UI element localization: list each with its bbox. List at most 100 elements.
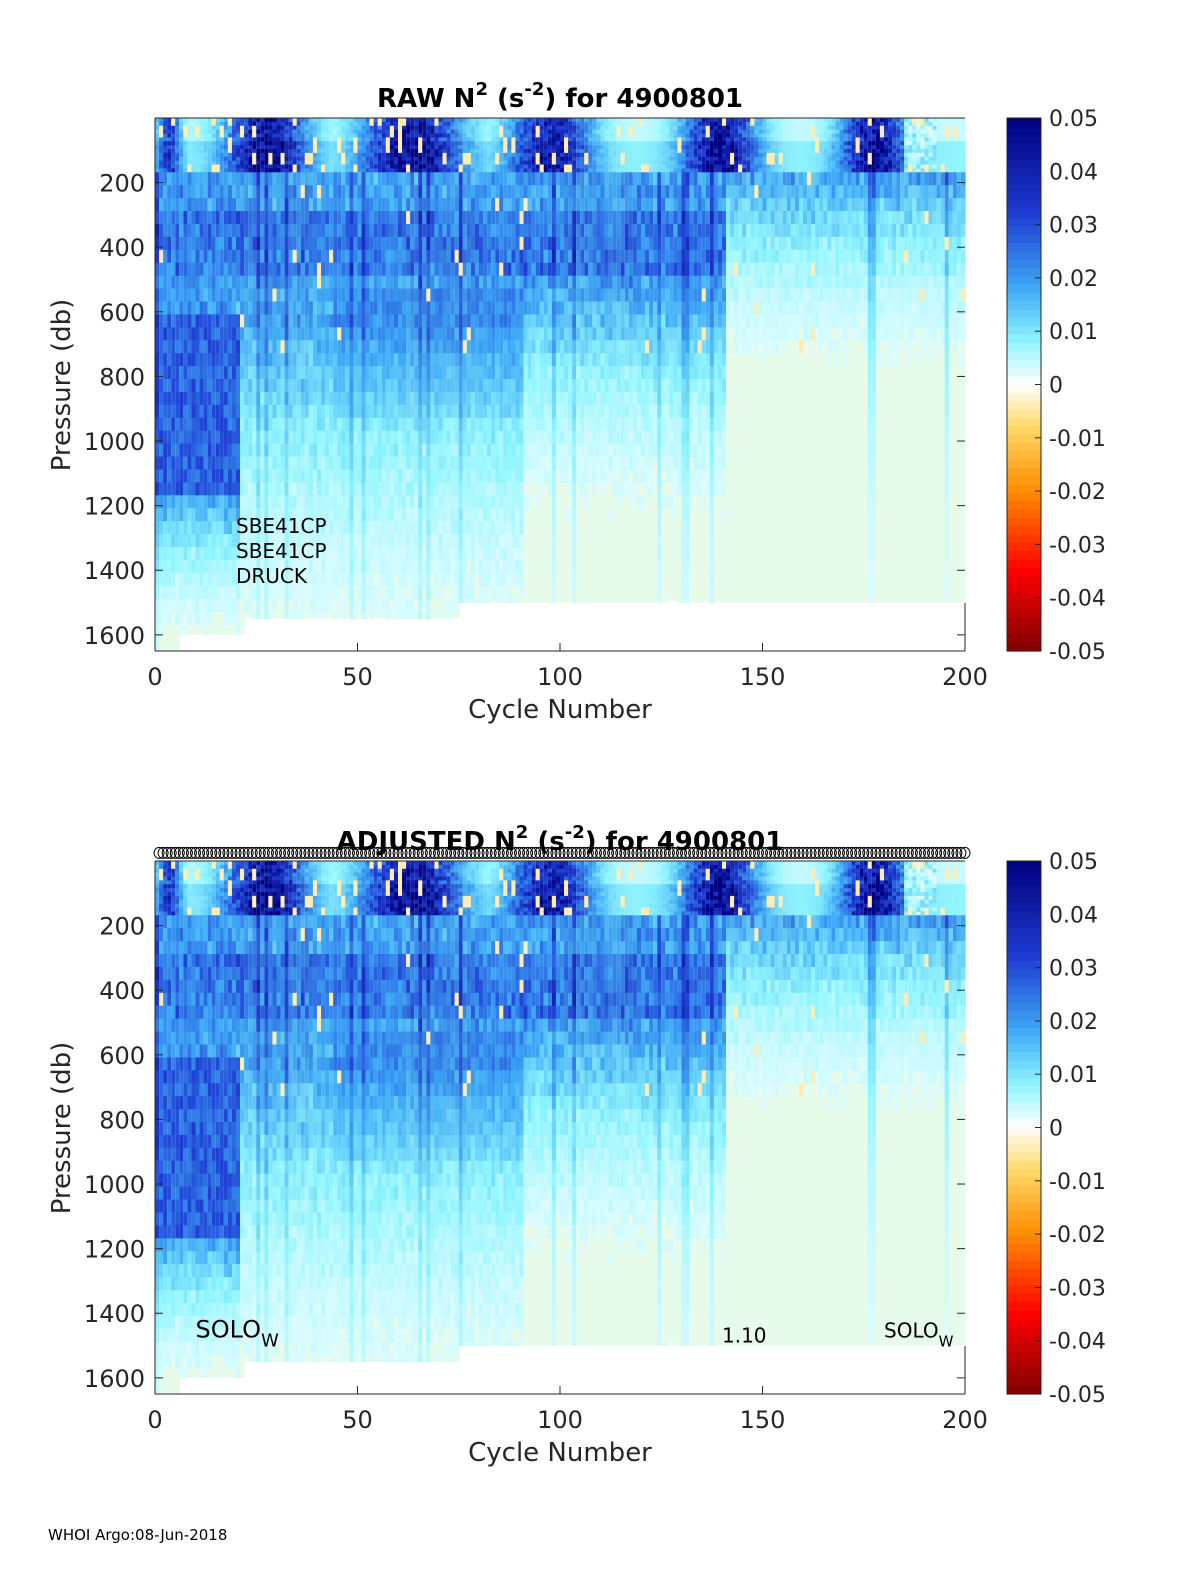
heatmap-cell [479, 585, 484, 600]
heatmap-cell [304, 141, 310, 146]
heatmap-cell [256, 275, 261, 290]
heatmap-cell [353, 546, 359, 561]
heatmap-cell [365, 164, 371, 169]
heatmap-cell [211, 141, 217, 146]
heatmap-cell [163, 469, 168, 483]
heatmap-cell [236, 366, 241, 380]
heatmap-cell [349, 156, 355, 162]
heatmap-cell [276, 572, 282, 587]
heatmap-cell [483, 456, 488, 471]
heatmap-cell [531, 314, 537, 328]
heatmap-cell [531, 156, 537, 162]
heatmap-cell [155, 164, 160, 169]
heatmap-cell [470, 164, 476, 169]
heatmap-cell [159, 125, 164, 131]
heatmap-cell [523, 145, 529, 150]
heatmap-cell [195, 164, 201, 169]
heatmap-cell [422, 469, 427, 483]
heatmap-cell [361, 164, 367, 169]
heatmap-cell [422, 121, 427, 127]
heatmap-cell [223, 152, 229, 158]
heatmap-cell [495, 262, 500, 277]
heatmap-cell [560, 379, 565, 393]
heatmap-cell [296, 118, 302, 123]
heatmap-cell [361, 391, 367, 406]
heatmap-cell [304, 133, 310, 138]
heatmap-cell [260, 152, 265, 158]
heatmap-cell [231, 262, 237, 277]
heatmap-cell [547, 456, 553, 471]
heatmap-cell [503, 133, 508, 138]
heatmap-cell [454, 249, 460, 264]
heatmap-cell [171, 125, 176, 131]
heatmap-cell [462, 353, 468, 367]
heatmap-cell [381, 137, 387, 142]
heatmap-cell [381, 133, 387, 138]
heatmap-cell [564, 249, 569, 264]
heatmap-cell [499, 456, 504, 471]
heatmap-cell [244, 598, 249, 613]
heatmap-cell [507, 275, 512, 290]
heatmap-cell [341, 133, 346, 138]
heatmap-cell [446, 137, 452, 142]
heatmap-cell [276, 145, 282, 150]
heatmap-cell [398, 133, 403, 138]
heatmap-cell [227, 611, 233, 626]
heatmap-cell [167, 145, 172, 150]
heatmap-cell [551, 160, 557, 166]
heatmap-cell [312, 125, 318, 131]
heatmap-cell [288, 137, 294, 142]
heatmap-cell [369, 482, 375, 496]
heatmap-cell [555, 353, 561, 367]
heatmap-cell [207, 129, 213, 135]
heatmap-cell [483, 125, 488, 131]
heatmap-cell [551, 559, 557, 574]
heatmap-cell [389, 379, 395, 393]
heatmap-cell [499, 404, 504, 419]
heatmap-cell [187, 521, 193, 535]
heatmap-cell [519, 430, 525, 445]
heatmap-cell [507, 366, 512, 380]
heatmap-cell [296, 379, 302, 393]
heatmap-cell [389, 366, 395, 380]
heatmap-cell [227, 469, 233, 483]
heatmap-cell [454, 327, 460, 341]
heatmap-cell [248, 121, 253, 127]
heatmap-cell [519, 156, 525, 162]
heatmap-cell [491, 546, 496, 561]
heatmap-cell [195, 262, 201, 277]
heatmap-cell [159, 624, 164, 639]
heatmap-cell [426, 443, 431, 458]
heatmap-cell [385, 534, 391, 548]
heatmap-cell [446, 611, 452, 620]
heatmap-cell [345, 379, 350, 393]
heatmap-cell [499, 118, 504, 123]
heatmap-cell [272, 443, 278, 458]
heatmap-cell [389, 156, 395, 162]
heatmap-cell [321, 149, 326, 154]
heatmap-cell [155, 129, 160, 135]
heatmap-cell [564, 275, 569, 290]
heatmap-cell [345, 495, 350, 509]
heatmap-cell [203, 236, 209, 251]
heatmap-cell [252, 275, 257, 290]
heatmap-cell [426, 353, 431, 367]
heatmap-cell [163, 366, 168, 380]
heatmap-cell [292, 129, 298, 135]
heatmap-cell [337, 125, 342, 131]
heatmap-cell [155, 156, 160, 162]
heatmap-cell [499, 152, 504, 158]
heatmap-cell [317, 534, 322, 548]
heatmap-cell [568, 137, 573, 142]
heatmap-cell [345, 156, 350, 162]
heatmap-cell [215, 572, 221, 587]
heatmap-cell [240, 152, 245, 158]
heatmap-cell [155, 185, 160, 199]
heatmap-cell [474, 118, 480, 123]
heatmap-cell [236, 353, 241, 367]
heatmap-cell [393, 456, 399, 471]
heatmap-cell [219, 288, 225, 303]
heatmap-cell [353, 456, 359, 471]
heatmap-cell [191, 585, 197, 600]
heatmap-cell [175, 379, 180, 393]
